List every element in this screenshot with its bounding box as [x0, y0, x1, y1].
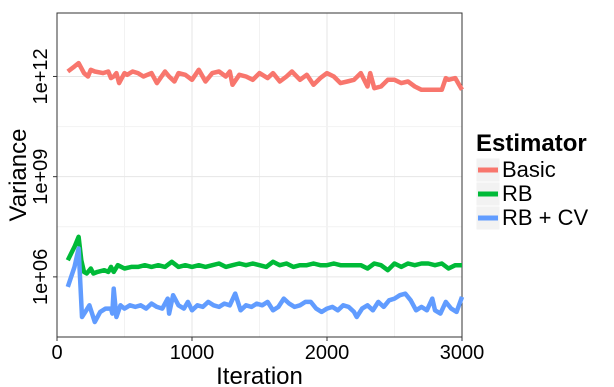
y-tick-label: 1e+09 [30, 149, 52, 205]
y-axis-title: Variance [5, 129, 32, 222]
axis-ticks: 0 1000 2000 3000 1e+06 1e+09 1e+12 [30, 48, 484, 364]
legend-label: RB + CV [502, 205, 589, 230]
series-line-2 [65, 234, 462, 276]
series-lines [65, 60, 465, 325]
legend-label: Basic [502, 157, 556, 182]
plot-panel-border [56, 12, 463, 338]
series-line-3 [65, 246, 465, 325]
x-axis-title: Iteration [216, 363, 303, 387]
x-tick-label: 2000 [305, 342, 350, 364]
x-tick-label: 1000 [170, 342, 215, 364]
y-tick-label: 1e+12 [30, 48, 52, 104]
legend-title: Estimator [476, 130, 587, 157]
legend-label: RB [502, 181, 533, 206]
series-line-1 [66, 60, 464, 93]
x-tick-label: 3000 [440, 342, 485, 364]
x-tick-label: 0 [51, 342, 62, 364]
grid [56, 13, 463, 337]
y-tick-label: 1e+06 [30, 249, 52, 305]
